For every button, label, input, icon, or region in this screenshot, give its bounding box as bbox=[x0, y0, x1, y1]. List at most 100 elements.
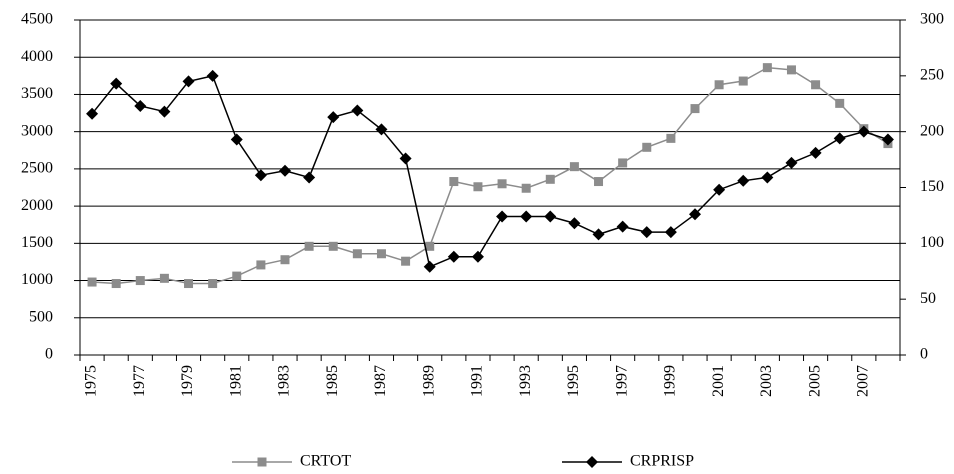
data-point bbox=[618, 158, 628, 168]
x-tick-label: 1977 bbox=[131, 365, 148, 397]
data-point bbox=[375, 123, 388, 136]
data-point bbox=[762, 63, 772, 73]
x-tick-label: 1985 bbox=[324, 365, 341, 397]
x-tick-label: 1975 bbox=[83, 365, 100, 397]
legend-marker bbox=[257, 457, 267, 467]
x-tick-label: 1987 bbox=[372, 365, 389, 397]
data-point bbox=[714, 80, 724, 90]
data-point bbox=[835, 98, 845, 108]
data-point bbox=[447, 250, 460, 263]
x-tick-label: 1991 bbox=[469, 365, 486, 397]
data-point bbox=[520, 210, 533, 223]
data-point bbox=[184, 279, 194, 289]
y-tick-label: 4000 bbox=[21, 48, 53, 65]
data-point bbox=[642, 142, 652, 152]
legend-label: CRPRISP bbox=[630, 453, 694, 470]
data-point bbox=[690, 104, 700, 114]
y2-tick-label: 0 bbox=[920, 346, 928, 363]
x-tick-label: 1989 bbox=[420, 365, 437, 397]
data-point bbox=[399, 152, 412, 165]
data-point bbox=[713, 183, 726, 196]
data-point bbox=[737, 174, 750, 187]
data-point bbox=[425, 241, 435, 251]
data-point bbox=[279, 164, 291, 177]
data-point bbox=[401, 256, 411, 266]
data-point bbox=[206, 69, 219, 82]
legend-marker bbox=[586, 456, 598, 468]
data-point bbox=[182, 75, 195, 88]
data-point bbox=[738, 76, 748, 86]
series-line bbox=[91, 74, 889, 268]
data-point bbox=[786, 65, 796, 75]
data-point bbox=[327, 111, 340, 124]
y-tick-label: 1000 bbox=[21, 271, 53, 288]
data-point bbox=[664, 226, 677, 239]
data-point bbox=[232, 271, 242, 281]
data-point bbox=[423, 260, 436, 273]
data-point bbox=[881, 133, 894, 146]
x-tick-label: 1997 bbox=[613, 365, 630, 397]
data-point bbox=[496, 210, 509, 223]
data-point bbox=[111, 279, 121, 289]
data-point bbox=[280, 255, 290, 265]
data-point bbox=[328, 241, 338, 251]
x-tick-label: 1995 bbox=[565, 365, 582, 397]
y2-tick-label: 200 bbox=[920, 122, 944, 139]
y-tick-label: 3000 bbox=[21, 122, 53, 139]
data-point bbox=[256, 260, 266, 270]
data-point bbox=[592, 228, 605, 241]
data-point bbox=[134, 99, 147, 112]
data-point bbox=[159, 273, 169, 283]
x-tick-label: 2007 bbox=[854, 365, 871, 397]
data-point bbox=[110, 77, 123, 90]
data-point bbox=[351, 104, 364, 117]
y-tick-label: 2500 bbox=[21, 160, 53, 177]
data-point bbox=[594, 177, 604, 187]
y2-tick-label: 150 bbox=[920, 178, 944, 195]
data-point bbox=[87, 277, 97, 287]
data-point bbox=[811, 80, 821, 90]
data-point bbox=[785, 156, 798, 169]
data-point bbox=[569, 162, 579, 172]
legend-label: CRTOT bbox=[300, 453, 351, 470]
y-tick-label: 1500 bbox=[21, 234, 53, 251]
y2-tick-label: 100 bbox=[920, 234, 944, 251]
data-point bbox=[857, 125, 870, 138]
x-tick-label: 2001 bbox=[710, 365, 727, 397]
y-tick-label: 500 bbox=[29, 308, 53, 325]
data-point bbox=[497, 179, 507, 189]
data-point bbox=[158, 105, 171, 118]
data-point bbox=[303, 171, 316, 184]
y2-tick-label: 250 bbox=[920, 67, 944, 84]
data-point bbox=[352, 249, 362, 259]
data-point bbox=[230, 133, 243, 146]
data-point bbox=[761, 171, 774, 184]
data-point bbox=[471, 250, 484, 263]
data-point bbox=[304, 241, 314, 251]
y-tick-label: 0 bbox=[45, 346, 53, 363]
data-point bbox=[616, 220, 629, 233]
data-point bbox=[689, 208, 701, 221]
data-point bbox=[521, 183, 531, 193]
x-tick-label: 1981 bbox=[227, 365, 244, 397]
data-point bbox=[473, 182, 483, 192]
data-point bbox=[208, 279, 218, 289]
y2-tick-label: 300 bbox=[920, 11, 944, 28]
x-tick-label: 2005 bbox=[806, 365, 823, 397]
data-point bbox=[809, 146, 822, 159]
data-point bbox=[449, 177, 459, 187]
x-tick-label: 1979 bbox=[179, 365, 196, 397]
data-point bbox=[833, 132, 846, 145]
data-point bbox=[135, 276, 145, 286]
y2-tick-label: 50 bbox=[920, 290, 936, 307]
y-tick-label: 3500 bbox=[21, 85, 53, 102]
data-point bbox=[640, 226, 653, 239]
data-point bbox=[254, 169, 267, 182]
x-tick-label: 2003 bbox=[758, 365, 775, 397]
data-point bbox=[544, 210, 557, 223]
x-tick-label: 1999 bbox=[662, 365, 679, 397]
x-tick-label: 1993 bbox=[517, 365, 534, 397]
y-tick-label: 4500 bbox=[21, 11, 53, 28]
data-point bbox=[86, 107, 99, 120]
